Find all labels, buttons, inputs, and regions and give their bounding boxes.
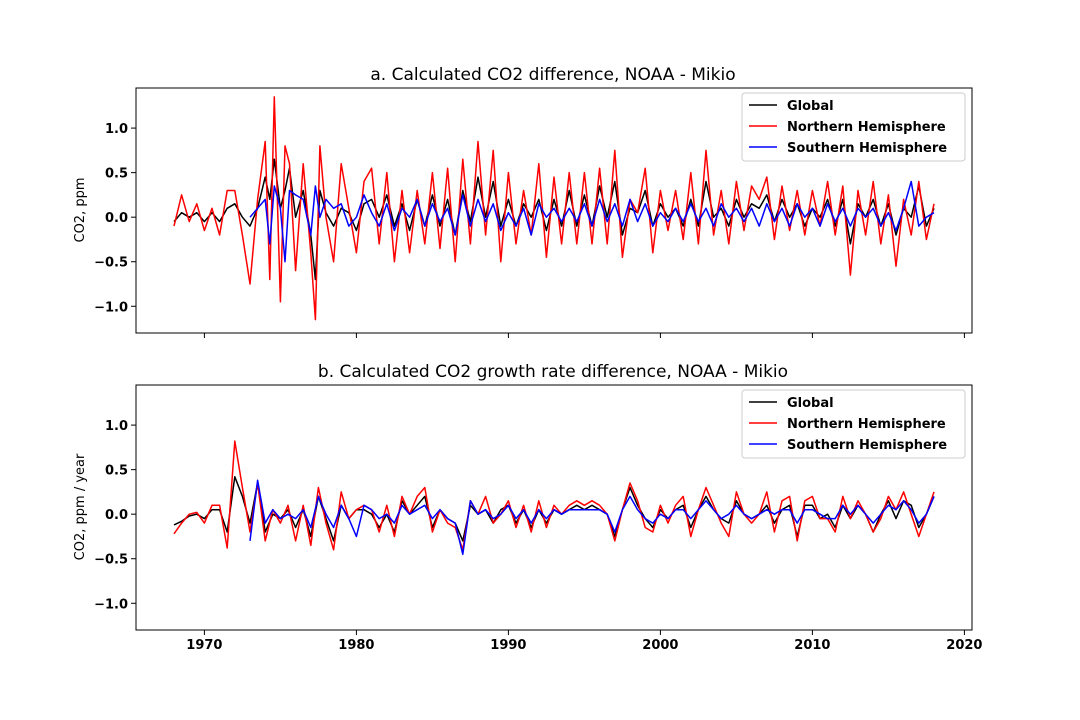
panel-b-ylabel: CO2, ppm / year bbox=[73, 453, 88, 560]
panel-b-legend: Global Northern Hemisphere Southern Hemi… bbox=[741, 389, 966, 459]
panel-b-series-line-2 bbox=[249, 479, 935, 556]
panel-a-ytick-label: 1.0 bbox=[105, 122, 128, 137]
panel-b-xtick-label: 1980 bbox=[338, 638, 374, 653]
panel-a-ytick-label: −1.0 bbox=[94, 300, 128, 315]
panel-a-ytick-label: 0.5 bbox=[105, 167, 128, 182]
panel-b-axes-frame bbox=[135, 384, 973, 631]
panel-a-series-line-2 bbox=[249, 180, 935, 263]
panel-b-xtick-label: 1990 bbox=[490, 638, 526, 653]
panel-b-ytick-label: −0.5 bbox=[94, 553, 128, 568]
panel-a-title: a. Calculated CO2 difference, NOAA - Mik… bbox=[370, 65, 735, 85]
panel-a-legend-label-global: Global bbox=[787, 99, 834, 114]
panel-a: a. Calculated CO2 difference, NOAA - Mik… bbox=[73, 65, 973, 338]
panel-b-xtick-label: 2020 bbox=[946, 638, 982, 653]
panel-b-ytick-label: 0.0 bbox=[105, 508, 128, 523]
panel-a-legend: Global Northern Hemisphere Southern Hemi… bbox=[741, 92, 966, 162]
panel-b-legend-box bbox=[741, 389, 966, 459]
panel-a-ytick-label: 0.0 bbox=[105, 211, 128, 226]
panel-b-title: b. Calculated CO2 growth rate difference… bbox=[318, 362, 788, 382]
panel-b-xtick-label: 2010 bbox=[794, 638, 830, 653]
panel-b-legend-label-north: Northern Hemisphere bbox=[787, 417, 946, 432]
panel-b-series-line-1 bbox=[173, 440, 935, 551]
panel-a-legend-label-north: Northern Hemisphere bbox=[787, 120, 946, 135]
panel-b: b. Calculated CO2 growth rate difference… bbox=[73, 362, 982, 653]
panel-b-plot: 1970 1980 1990 2000 2010 2020 −1.0 −0.5 0.0 0.5 1.… bbox=[94, 384, 982, 653]
panel-a-ytick-label: −0.5 bbox=[94, 256, 128, 271]
panel-a-ylabel: CO2, ppm bbox=[73, 177, 88, 242]
panel-b-xtick-label: 1970 bbox=[186, 638, 222, 653]
panel-a-plot: −1.0 −0.5 0.0 0.5 1.0 bbox=[94, 87, 973, 338]
panel-a-legend-label-south: Southern Hemisphere bbox=[787, 141, 947, 156]
panel-a-legend-box bbox=[741, 92, 966, 162]
panel-b-legend-label-global: Global bbox=[787, 396, 834, 411]
panel-b-xtick-label: 2000 bbox=[642, 638, 678, 653]
panel-b-ytick-label: 1.0 bbox=[105, 419, 128, 434]
panel-b-legend-label-south: Southern Hemisphere bbox=[787, 438, 947, 453]
panel-a-axes-frame bbox=[135, 87, 973, 334]
panel-b-ytick-label: 0.5 bbox=[105, 464, 128, 479]
panel-b-ytick-label: −1.0 bbox=[94, 597, 128, 612]
